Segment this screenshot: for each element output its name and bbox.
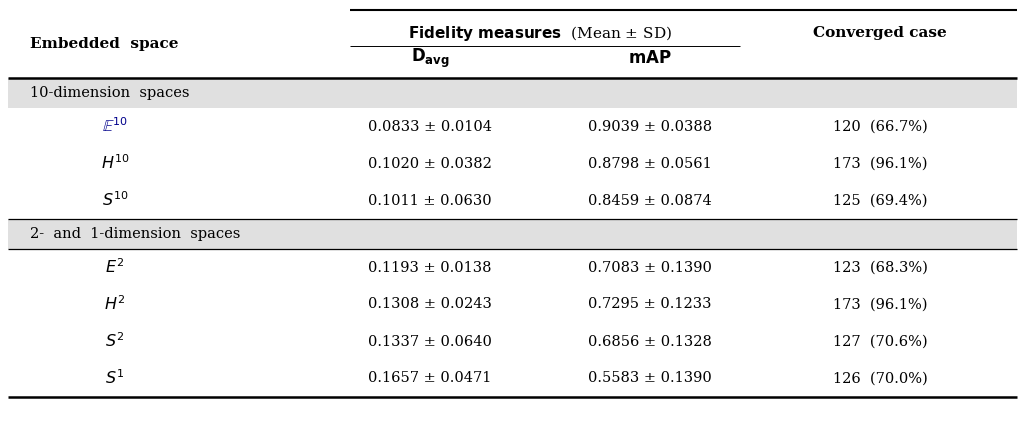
Text: 127  (70.6%): 127 (70.6%) [832, 335, 928, 348]
Text: $S^{2}$: $S^{2}$ [106, 332, 125, 351]
Text: $S^{10}$: $S^{10}$ [101, 191, 128, 210]
Text: 120  (66.7%): 120 (66.7%) [832, 119, 928, 134]
Text: 0.7083 ± 0.1390: 0.7083 ± 0.1390 [588, 261, 712, 274]
Text: $H^{10}$: $H^{10}$ [100, 154, 129, 173]
Text: 0.0833 ± 0.0104: 0.0833 ± 0.0104 [368, 119, 492, 134]
Text: 0.8798 ± 0.0561: 0.8798 ± 0.0561 [588, 157, 712, 170]
Text: $\mathbf{Fidelity\ measures}$  (Mean ± SD): $\mathbf{Fidelity\ measures}$ (Mean ± SD… [408, 24, 672, 42]
Text: $E^{2}$: $E^{2}$ [106, 258, 125, 277]
Text: Embedded  space: Embedded space [30, 37, 178, 51]
Text: 0.7295 ± 0.1233: 0.7295 ± 0.1233 [588, 297, 711, 312]
Text: $\mathbf{mAP}$: $\mathbf{mAP}$ [628, 50, 671, 66]
Text: 173  (96.1%): 173 (96.1%) [832, 297, 928, 312]
Text: $\mathbf{D_{avg}}$: $\mathbf{D_{avg}}$ [411, 46, 449, 70]
Text: 0.1657 ± 0.0471: 0.1657 ± 0.0471 [368, 372, 492, 386]
Text: 0.5583 ± 0.1390: 0.5583 ± 0.1390 [588, 372, 712, 386]
Text: 0.9039 ± 0.0388: 0.9039 ± 0.0388 [588, 119, 712, 134]
Text: 0.1308 ± 0.0243: 0.1308 ± 0.0243 [368, 297, 492, 312]
Text: 123  (68.3%): 123 (68.3%) [832, 261, 928, 274]
Text: 10-dimension  spaces: 10-dimension spaces [30, 86, 190, 100]
Bar [8, 219, 1017, 249]
Text: 0.1020 ± 0.0382: 0.1020 ± 0.0382 [368, 157, 492, 170]
Text: 126  (70.0%): 126 (70.0%) [832, 372, 928, 386]
Text: 125  (69.4%): 125 (69.4%) [832, 193, 928, 208]
Text: $S^{1}$: $S^{1}$ [106, 369, 125, 388]
Text: Converged case: Converged case [813, 26, 947, 40]
Text: 0.8459 ± 0.0874: 0.8459 ± 0.0874 [588, 193, 712, 208]
Text: 2-  and  1-dimension  spaces: 2- and 1-dimension spaces [30, 227, 241, 241]
Text: 0.1193 ± 0.0138: 0.1193 ± 0.0138 [368, 261, 492, 274]
Text: 0.6856 ± 0.1328: 0.6856 ± 0.1328 [588, 335, 712, 348]
Text: 0.1011 ± 0.0630: 0.1011 ± 0.0630 [368, 193, 492, 208]
Text: 173  (96.1%): 173 (96.1%) [832, 157, 928, 170]
Text: 0.1337 ± 0.0640: 0.1337 ± 0.0640 [368, 335, 492, 348]
Bar [8, 78, 1017, 108]
Text: $\mathbb{E}^{10}$: $\mathbb{E}^{10}$ [102, 117, 128, 136]
Text: $H^{2}$: $H^{2}$ [105, 295, 126, 314]
